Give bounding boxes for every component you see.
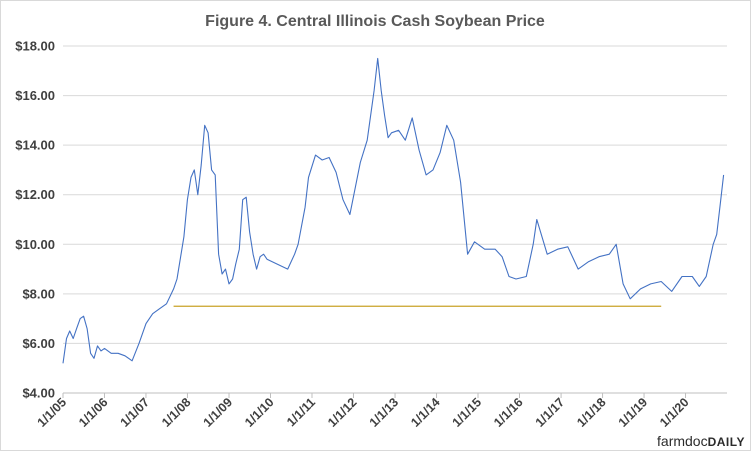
x-tick-label: 1/1/11 <box>284 395 318 429</box>
x-tick-label: 1/1/16 <box>491 395 526 430</box>
y-tick-label: $14.00 <box>15 138 55 153</box>
x-tick-label: 1/1/13 <box>367 395 402 430</box>
gridlines <box>63 45 727 394</box>
x-tick-label: 1/1/12 <box>325 395 360 430</box>
brand-part2: DAILY <box>708 435 745 449</box>
x-tick-label: 1/1/08 <box>159 395 194 430</box>
y-tick-label: $18.00 <box>15 39 55 54</box>
y-tick-label: $4.00 <box>22 386 55 401</box>
y-tick-label: $8.00 <box>22 286 55 301</box>
x-tick-label: 1/1/19 <box>616 395 651 430</box>
y-tick-label: $12.00 <box>15 187 55 202</box>
y-tick-label: $16.00 <box>15 88 55 103</box>
brand-part1: farmdoc <box>657 433 708 449</box>
x-tick-label: 1/1/17 <box>533 395 568 430</box>
x-tick-label: 1/1/15 <box>450 395 485 430</box>
x-tick-label: 1/1/06 <box>76 395 111 430</box>
brand-logo: farmdocDAILY <box>657 433 745 449</box>
x-tick-label: 1/1/10 <box>242 395 277 430</box>
price-series-line <box>62 57 725 364</box>
x-tick-label: 1/1/20 <box>657 395 692 430</box>
y-axis-ticks: $4.00 $6.00 $8.00 $10.00 $12.00 $14.00 $16.00 $… <box>15 39 55 401</box>
y-tick-label: $6.00 <box>22 336 55 351</box>
x-tick-label: 1/1/09 <box>201 395 236 430</box>
series-group <box>62 57 725 364</box>
x-tick-label: 1/1/07 <box>118 395 153 430</box>
x-tick-label: 1/1/18 <box>574 395 609 430</box>
x-tick-label: 1/1/14 <box>408 395 443 430</box>
y-tick-label: $10.00 <box>15 237 55 252</box>
x-axis-ticks: 1/1/05 1/1/06 1/1/07 1/1/08 1/1/09 1/1/10 1/1/… <box>35 393 692 430</box>
chart-title: Figure 4. Central Illinois Cash Soybean … <box>205 13 545 30</box>
